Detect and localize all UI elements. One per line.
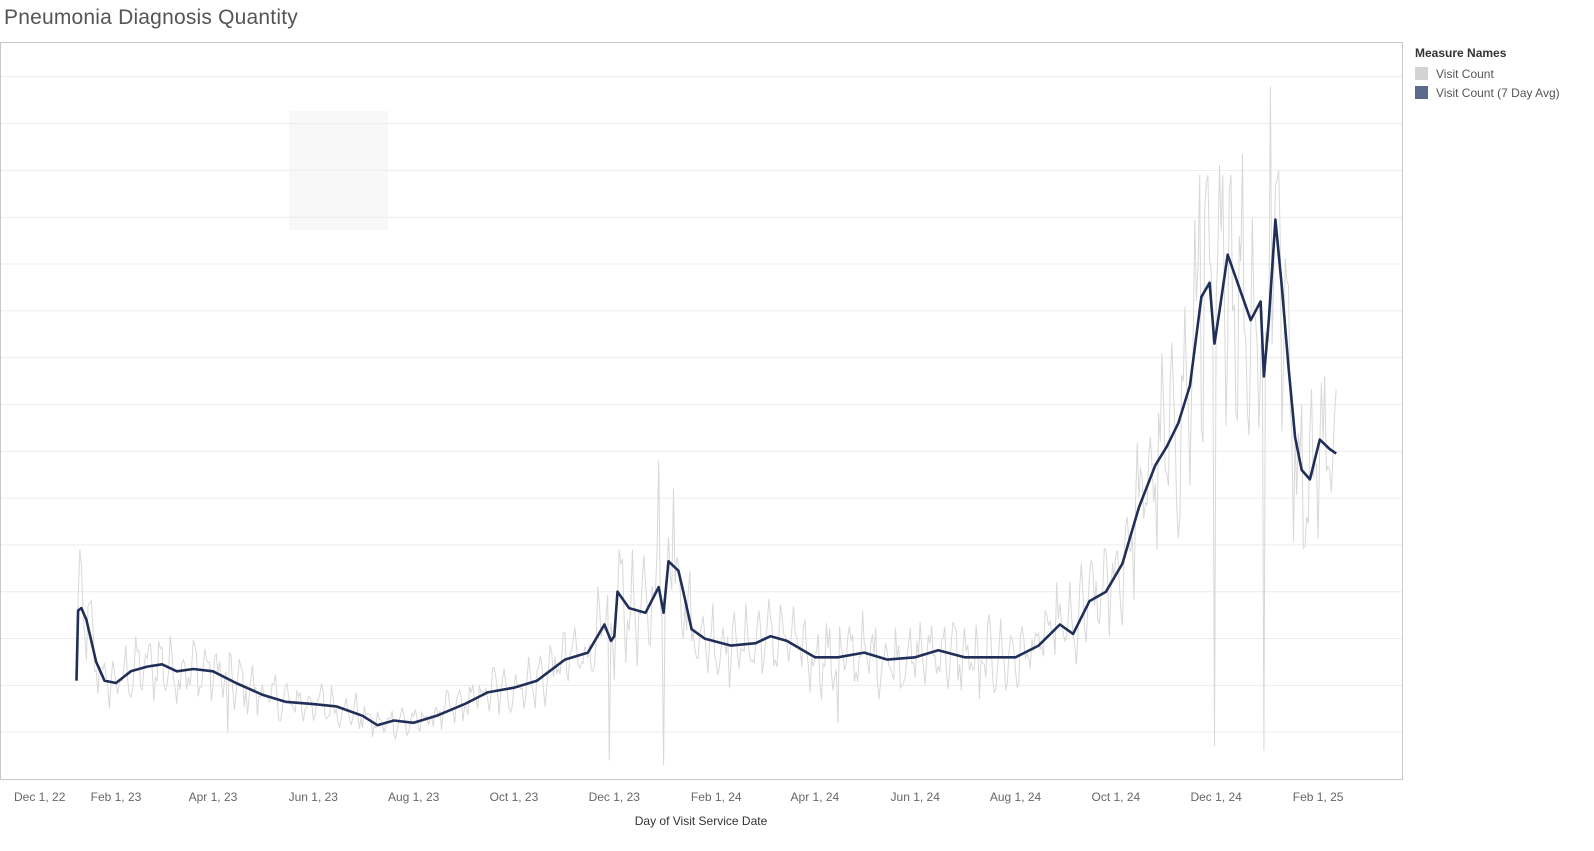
x-axis-label: Day of Visit Service Date (635, 814, 768, 828)
x-tick-label: Dec 1, 22 (14, 790, 66, 804)
x-tick-label: Apr 1, 23 (189, 790, 238, 804)
gridlines (1, 76, 1402, 733)
legend-item-visit-count[interactable]: Visit Count (1415, 64, 1560, 83)
legend-label: Visit Count (7 Day Avg) (1436, 85, 1560, 100)
legend: Measure Names Visit Count Visit Count (7… (1415, 46, 1560, 102)
visit-count-series (76, 86, 1337, 766)
x-tick-label: Feb 1, 25 (1293, 790, 1344, 804)
x-tick-label: Oct 1, 24 (1091, 790, 1140, 804)
x-tick-label: Dec 1, 24 (1190, 790, 1242, 804)
x-tick-label: Dec 1, 23 (589, 790, 641, 804)
x-axis-ticks: Dec 1, 22 Feb 1, 23 Apr 1, 23 Jun 1, 23 Aug … (14, 790, 1344, 804)
legend-label: Visit Count (1436, 66, 1494, 81)
legend-swatch-visit-count (1415, 67, 1428, 80)
x-tick-label: Aug 1, 24 (990, 790, 1042, 804)
visit-count-7day-avg-series (75, 218, 1337, 727)
plot-frame (0, 42, 1403, 780)
x-tick-label: Aug 1, 23 (388, 790, 440, 804)
visit-count-line (76, 86, 1337, 766)
x-tick-label: Feb 1, 24 (691, 790, 742, 804)
legend-item-visit-count-7day-avg[interactable]: Visit Count (7 Day Avg) (1415, 83, 1560, 102)
legend-title: Measure Names (1415, 46, 1507, 60)
visit-count-7day-avg-line (75, 218, 1337, 727)
x-tick-label: Jun 1, 23 (289, 790, 339, 804)
x-tick-label: Apr 1, 24 (791, 790, 840, 804)
chart-title: Pneumonia Diagnosis Quantity (4, 6, 298, 29)
x-tick-label: Oct 1, 23 (490, 790, 539, 804)
legend-swatch-visit-count-7day-avg (1415, 86, 1428, 99)
x-tick-label: Feb 1, 23 (91, 790, 142, 804)
x-tick-label: Jun 1, 24 (891, 790, 941, 804)
